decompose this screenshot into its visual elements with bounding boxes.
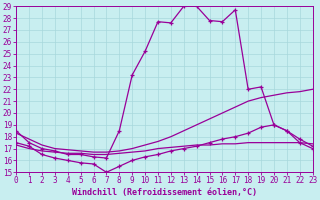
X-axis label: Windchill (Refroidissement éolien,°C): Windchill (Refroidissement éolien,°C): [72, 188, 257, 197]
